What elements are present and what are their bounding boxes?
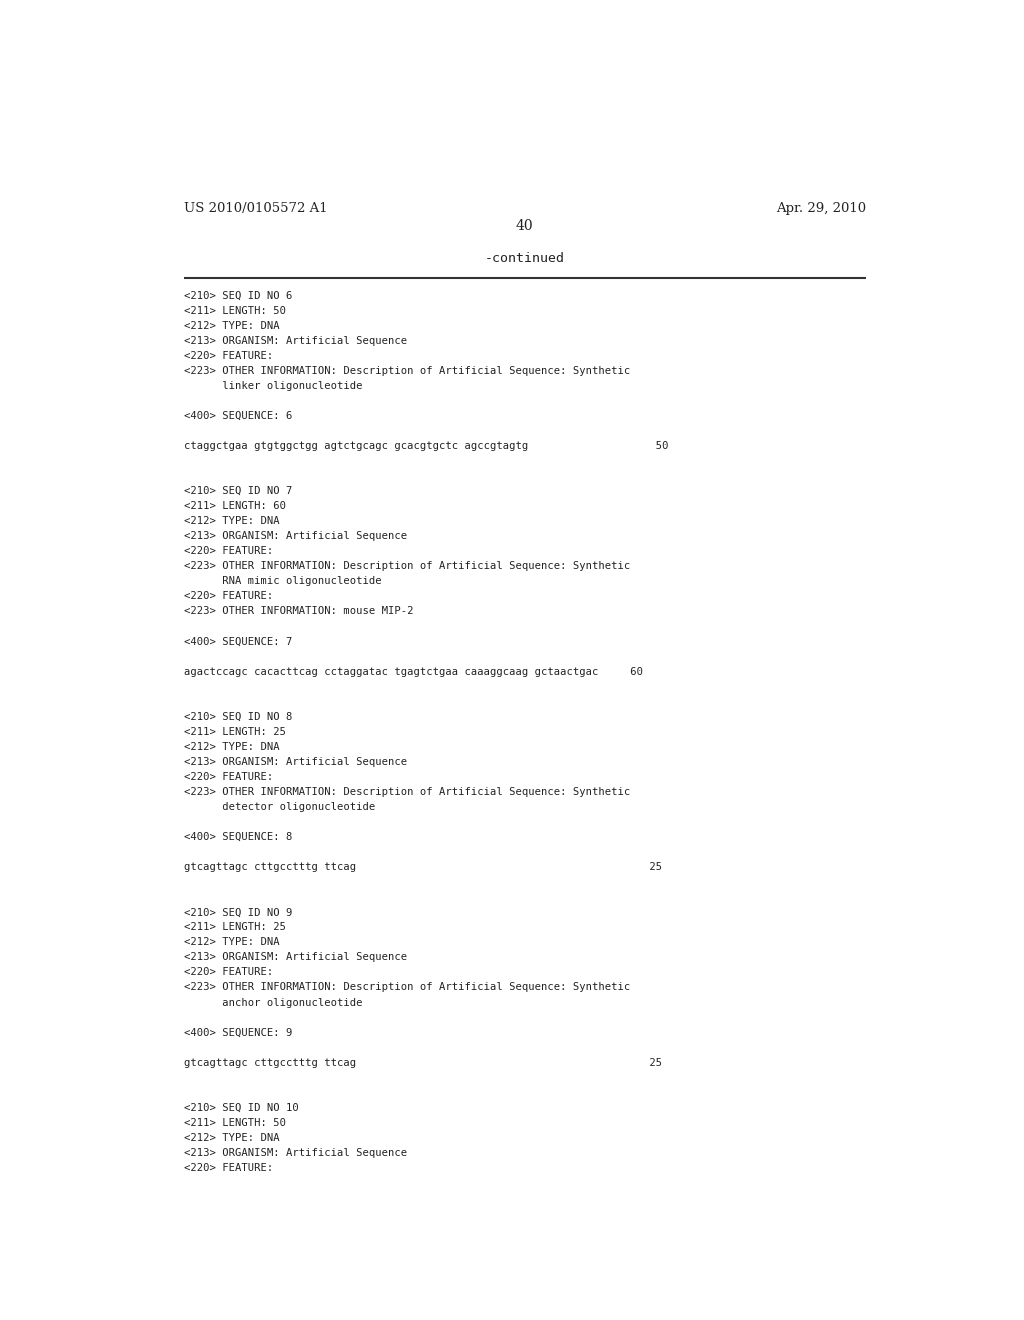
Text: <213> ORGANISM: Artificial Sequence: <213> ORGANISM: Artificial Sequence (183, 953, 407, 962)
Text: -continued: -continued (484, 252, 565, 265)
Text: RNA mimic oligonucleotide: RNA mimic oligonucleotide (183, 577, 381, 586)
Text: <400> SEQUENCE: 8: <400> SEQUENCE: 8 (183, 832, 292, 842)
Text: <212> TYPE: DNA: <212> TYPE: DNA (183, 742, 280, 752)
Text: <210> SEQ ID NO 6: <210> SEQ ID NO 6 (183, 290, 292, 301)
Text: <223> OTHER INFORMATION: Description of Artificial Sequence: Synthetic: <223> OTHER INFORMATION: Description of … (183, 561, 630, 572)
Text: US 2010/0105572 A1: US 2010/0105572 A1 (183, 202, 328, 215)
Text: <220> FEATURE:: <220> FEATURE: (183, 772, 272, 781)
Text: <213> ORGANISM: Artificial Sequence: <213> ORGANISM: Artificial Sequence (183, 1148, 407, 1158)
Text: gtcagttagc cttgcctttg ttcag                                              25: gtcagttagc cttgcctttg ttcag 25 (183, 1057, 662, 1068)
Text: <211> LENGTH: 50: <211> LENGTH: 50 (183, 1118, 286, 1127)
Text: 40: 40 (516, 219, 534, 234)
Text: <220> FEATURE:: <220> FEATURE: (183, 351, 272, 360)
Text: <223> OTHER INFORMATION: Description of Artificial Sequence: Synthetic: <223> OTHER INFORMATION: Description of … (183, 366, 630, 376)
Text: <223> OTHER INFORMATION: Description of Artificial Sequence: Synthetic: <223> OTHER INFORMATION: Description of … (183, 982, 630, 993)
Text: gtcagttagc cttgcctttg ttcag                                              25: gtcagttagc cttgcctttg ttcag 25 (183, 862, 662, 873)
Text: <212> TYPE: DNA: <212> TYPE: DNA (183, 321, 280, 330)
Text: <220> FEATURE:: <220> FEATURE: (183, 591, 272, 602)
Text: <211> LENGTH: 25: <211> LENGTH: 25 (183, 923, 286, 932)
Text: <210> SEQ ID NO 7: <210> SEQ ID NO 7 (183, 486, 292, 496)
Text: <400> SEQUENCE: 9: <400> SEQUENCE: 9 (183, 1028, 292, 1038)
Text: <210> SEQ ID NO 10: <210> SEQ ID NO 10 (183, 1102, 298, 1113)
Text: <210> SEQ ID NO 9: <210> SEQ ID NO 9 (183, 907, 292, 917)
Text: <210> SEQ ID NO 8: <210> SEQ ID NO 8 (183, 711, 292, 722)
Text: <212> TYPE: DNA: <212> TYPE: DNA (183, 1133, 280, 1143)
Text: <223> OTHER INFORMATION: Description of Artificial Sequence: Synthetic: <223> OTHER INFORMATION: Description of … (183, 787, 630, 797)
Text: linker oligonucleotide: linker oligonucleotide (183, 380, 362, 391)
Text: Apr. 29, 2010: Apr. 29, 2010 (776, 202, 866, 215)
Text: <213> ORGANISM: Artificial Sequence: <213> ORGANISM: Artificial Sequence (183, 531, 407, 541)
Text: ctaggctgaa gtgtggctgg agtctgcagc gcacgtgctc agccgtagtg                    50: ctaggctgaa gtgtggctgg agtctgcagc gcacgtg… (183, 441, 668, 451)
Text: <211> LENGTH: 50: <211> LENGTH: 50 (183, 305, 286, 315)
Text: <400> SEQUENCE: 6: <400> SEQUENCE: 6 (183, 411, 292, 421)
Text: <212> TYPE: DNA: <212> TYPE: DNA (183, 937, 280, 948)
Text: <211> LENGTH: 25: <211> LENGTH: 25 (183, 727, 286, 737)
Text: anchor oligonucleotide: anchor oligonucleotide (183, 998, 362, 1007)
Text: <213> ORGANISM: Artificial Sequence: <213> ORGANISM: Artificial Sequence (183, 756, 407, 767)
Text: <213> ORGANISM: Artificial Sequence: <213> ORGANISM: Artificial Sequence (183, 335, 407, 346)
Text: <211> LENGTH: 60: <211> LENGTH: 60 (183, 502, 286, 511)
Text: <212> TYPE: DNA: <212> TYPE: DNA (183, 516, 280, 527)
Text: <220> FEATURE:: <220> FEATURE: (183, 968, 272, 977)
Text: <400> SEQUENCE: 7: <400> SEQUENCE: 7 (183, 636, 292, 647)
Text: <220> FEATURE:: <220> FEATURE: (183, 1163, 272, 1173)
Text: agactccagc cacacttcag cctaggatac tgagtctgaa caaaggcaag gctaactgac     60: agactccagc cacacttcag cctaggatac tgagtct… (183, 667, 642, 677)
Text: <220> FEATURE:: <220> FEATURE: (183, 546, 272, 556)
Text: detector oligonucleotide: detector oligonucleotide (183, 803, 375, 812)
Text: <223> OTHER INFORMATION: mouse MIP-2: <223> OTHER INFORMATION: mouse MIP-2 (183, 606, 413, 616)
